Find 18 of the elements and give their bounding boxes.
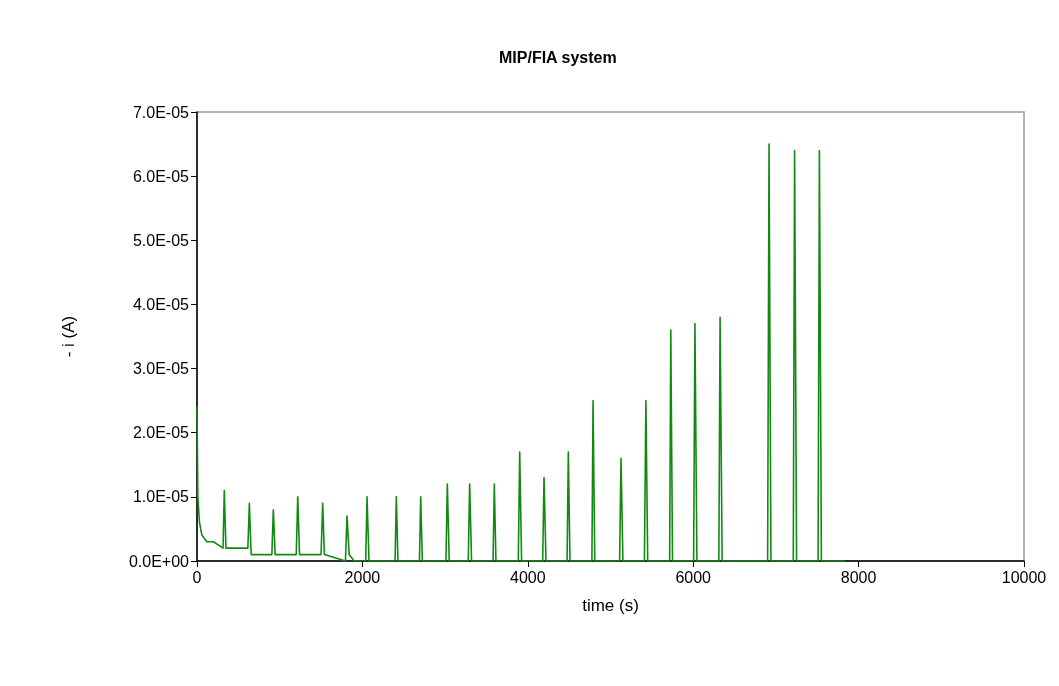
- x-tick-label: 10000: [1001, 568, 1047, 586]
- y-tick-label: 3.0E-05: [132, 360, 190, 378]
- y-tick-label: 2.0E-05: [132, 424, 190, 442]
- y-tick-label: 4.0E-05: [132, 295, 190, 313]
- x-tick-label: 4000: [510, 568, 546, 586]
- line-series: [196, 143, 846, 562]
- x-tick-label: 2000: [344, 568, 381, 586]
- y-tick-label: 5.0E-05: [132, 231, 190, 249]
- y-tick-label: 6.0E-05: [132, 167, 190, 185]
- x-tick-label: 0: [192, 568, 202, 586]
- x-tick-label: 8000: [840, 568, 877, 586]
- y-axis-title: - i (A): [59, 315, 78, 358]
- x-axis-title: time (s): [582, 596, 639, 615]
- y-tick-label: 7.0E-05: [132, 103, 190, 121]
- x-tick-label: 6000: [675, 568, 712, 586]
- y-tick-label: 0.0E+00: [128, 552, 190, 570]
- y-tick-label: 1.0E-05: [132, 488, 190, 506]
- chart-title: MIP/FIA system: [499, 48, 617, 66]
